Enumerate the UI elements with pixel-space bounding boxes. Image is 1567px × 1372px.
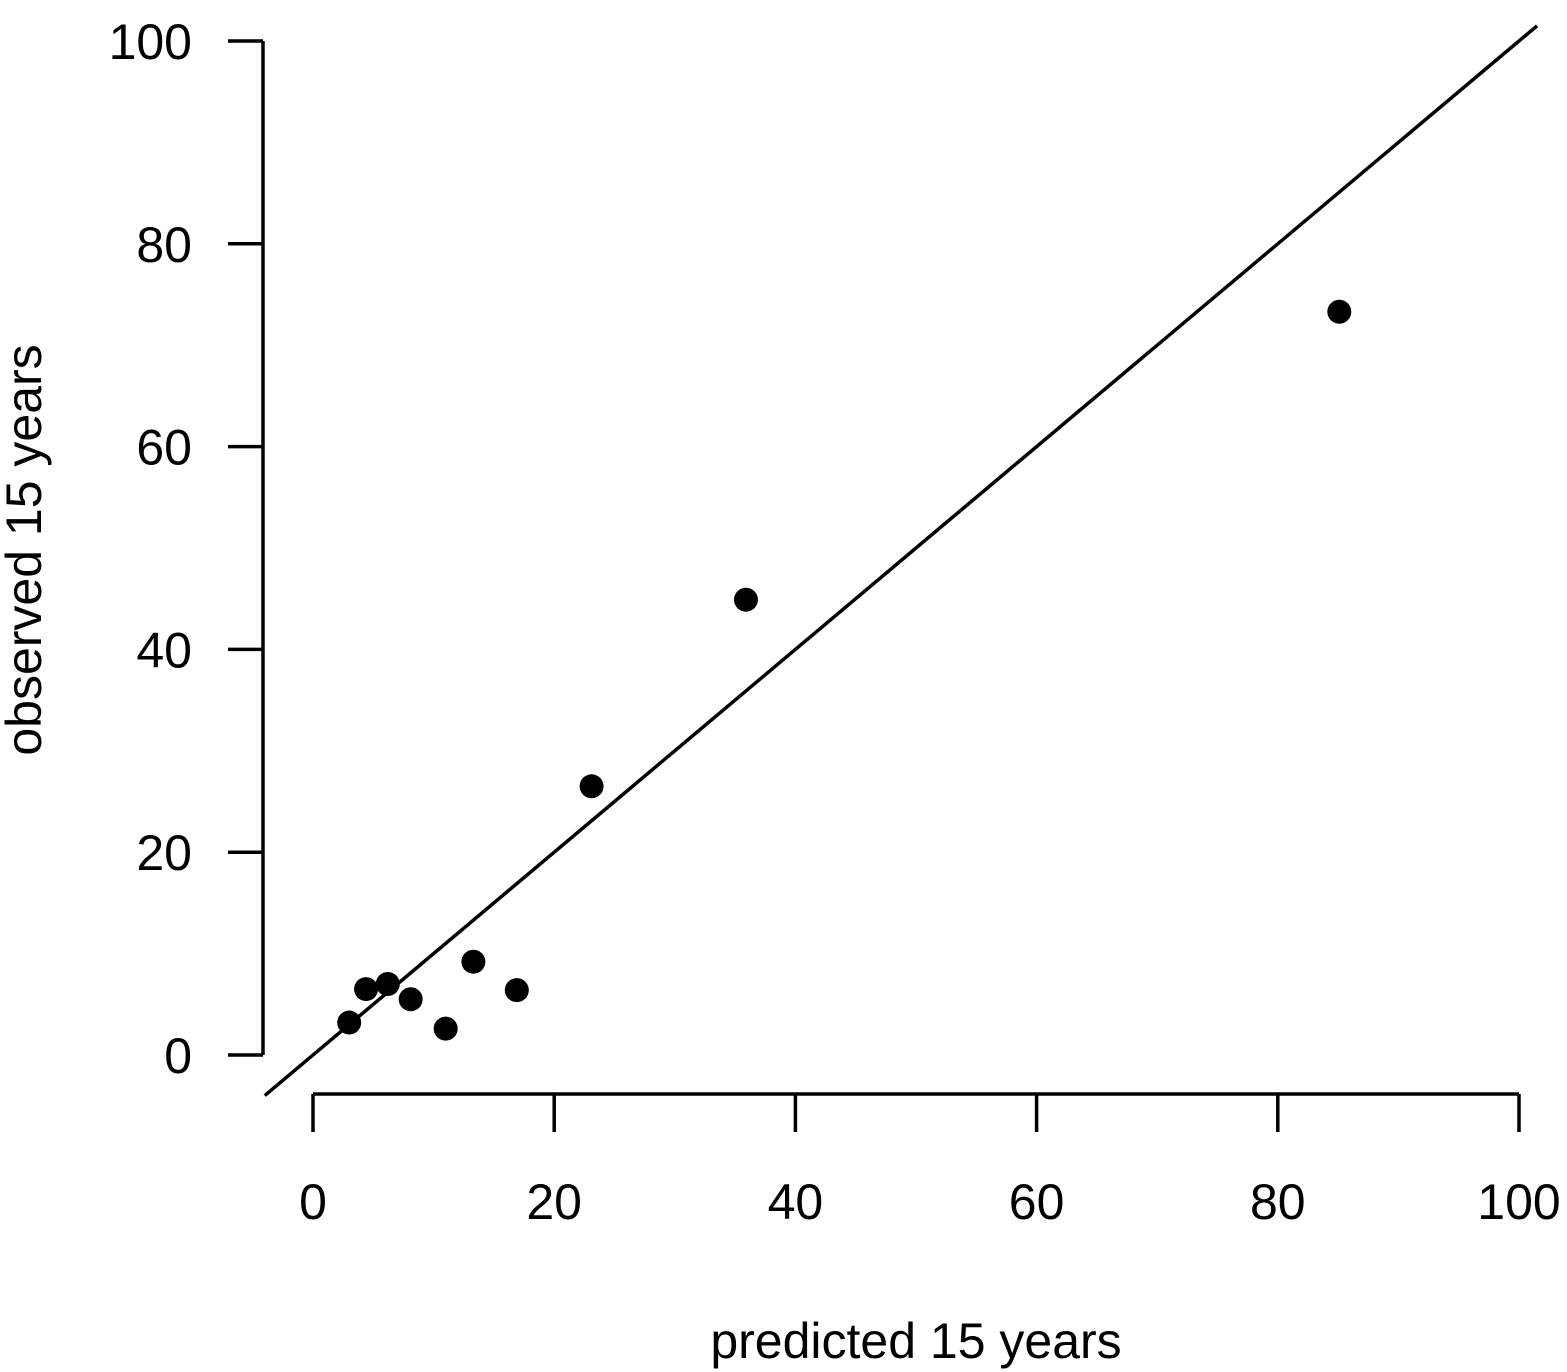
data-point-9: [733, 587, 758, 612]
data-point-4: [398, 987, 423, 1012]
x-axis-title: predicted 15 years: [710, 1313, 1121, 1369]
y-tick-label-40: 40: [136, 622, 192, 678]
data-point-10: [1327, 299, 1352, 324]
data-point-5: [433, 1016, 458, 1041]
identity-line: [263, 24, 1539, 1097]
x-tick-label-60: 60: [1009, 1174, 1065, 1230]
y-tick-label-60: 60: [136, 420, 192, 476]
data-point-2: [354, 977, 379, 1002]
data-points: [337, 299, 1352, 1041]
data-point-7: [504, 978, 529, 1003]
y-tick-label-20: 20: [136, 825, 192, 881]
data-point-3: [375, 972, 400, 997]
x-tick-label-0: 0: [299, 1174, 327, 1230]
x-tick-label-40: 40: [768, 1174, 824, 1230]
y-ticks: 0 20 40 60 80 100: [109, 14, 263, 1084]
x-ticks: 0 20 40 60 80 100: [299, 1094, 1561, 1230]
data-point-8: [579, 774, 604, 799]
x-tick-label-100: 100: [1477, 1174, 1560, 1230]
x-tick-label-80: 80: [1250, 1174, 1306, 1230]
y-tick-label-80: 80: [136, 217, 192, 273]
y-axis-title: observed 15 years: [0, 344, 52, 755]
y-tick-label-100: 100: [109, 14, 192, 70]
reference-line-group: [263, 24, 1539, 1097]
x-tick-label-20: 20: [526, 1174, 582, 1230]
y-tick-label-0: 0: [164, 1028, 192, 1084]
y-axis: 0 20 40 60 80 100: [109, 14, 265, 1084]
data-point-1: [337, 1010, 362, 1035]
data-point-6: [461, 949, 486, 974]
x-axis: 0 20 40 60 80 100: [299, 1092, 1561, 1230]
